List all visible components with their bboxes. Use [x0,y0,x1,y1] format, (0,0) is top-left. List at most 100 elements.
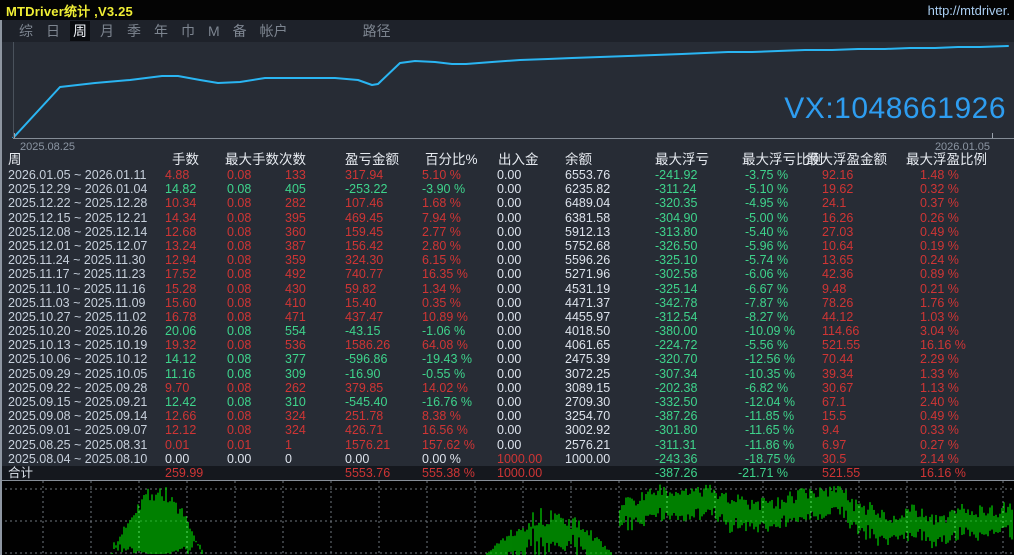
cell-balance: 6235.82 [565,182,610,196]
cell-pl: 15.40 [345,296,376,310]
cell-count: 410 [285,296,306,310]
cell-fp: 67.1 [822,395,846,409]
cell-inout: 0.00 [497,211,521,225]
col-header-fp: 最大浮盈金额 [806,152,887,168]
cell-fp: 70.44 [822,352,853,366]
cell-fppct: 2.40 % [920,395,959,409]
table-row: 2025.09.29 ~ 2025.10.0511.160.08309-16.9… [0,367,1014,381]
cell-dd: -301.80 [655,423,697,437]
table-row: 2025.09.01 ~ 2025.09.0712.120.08324426.7… [0,423,1014,437]
cell-fp: 42.36 [822,267,853,281]
cell-pct: 14.02 % [422,381,468,395]
table-row: 2025.11.03 ~ 2025.11.0915.600.0841015.40… [0,296,1014,310]
cell-fp: 13.65 [822,253,853,267]
total-cell-fp: 521.55 [822,466,860,480]
cell-fppct: 0.21 % [920,282,959,296]
cell-dd: -387.26 [655,409,697,423]
cell-inout: 0.00 [497,282,521,296]
cell-lots: 12.68 [165,225,196,239]
cell-fp: 9.4 [822,423,839,437]
cell-count: 262 [285,381,306,395]
cell-count: 133 [285,168,306,182]
cell-lots: 17.52 [165,267,196,281]
cell-period: 2025.12.22 ~ 2025.12.28 [8,196,147,210]
cell-period: 2025.12.29 ~ 2026.01.04 [8,182,147,196]
cell-inout: 0.00 [497,296,521,310]
cell-ddpct: -7.87 % [745,296,788,310]
menu-item-帐户[interactable]: 帐户 [257,21,291,41]
cell-pct: 2.80 % [422,239,461,253]
cell-dd: -202.38 [655,381,697,395]
menu-item-周[interactable]: 周 [70,21,90,41]
cell-pct: 16.56 % [422,423,468,437]
menu-item-季[interactable]: 季 [124,21,144,41]
total-cell-lots: 259.99 [165,466,203,480]
cell-balance: 2709.30 [565,395,610,409]
cell-fppct: 0.32 % [920,182,959,196]
cell-fppct: 16.16 % [920,338,966,352]
cell-maxlots: 0.08 [227,282,251,296]
cell-pl: 426.71 [345,423,383,437]
cell-lots: 14.82 [165,182,196,196]
cell-balance: 3089.15 [565,381,610,395]
cell-inout: 0.00 [497,310,521,324]
cell-pct: 16.35 % [422,267,468,281]
app-url-link[interactable]: http://mtdriver. [928,3,1010,18]
price-chart-svg [0,481,1014,555]
menu-item-备[interactable]: 备 [230,21,250,41]
cell-fp: 114.66 [822,324,859,338]
cell-dd: -224.72 [655,338,697,352]
cell-count: 0 [285,452,292,466]
cell-fppct: 1.48 % [920,168,959,182]
total-cell-pct: 555.38 % [422,466,475,480]
cell-pl: -596.86 [345,352,387,366]
menu-item-年[interactable]: 年 [151,21,171,41]
cell-dd: -332.50 [655,395,697,409]
cell-fppct: 1.76 % [920,296,959,310]
cell-pct: -0.55 % [422,367,465,381]
cell-pct: 1.34 % [422,282,461,296]
cell-fp: 521.55 [822,338,860,352]
cell-ddpct: -3.75 % [745,168,788,182]
cell-ddpct: -11.86 % [745,438,794,452]
col-header-dd: 最大浮亏 [655,152,709,168]
menu-item-综[interactable]: 综 [16,21,36,41]
cell-maxlots: 0.08 [227,253,251,267]
menu-item-日[interactable]: 日 [43,21,63,41]
menu-item-巾[interactable]: 巾 [178,21,198,41]
cell-pct: 157.62 % [422,438,475,452]
cell-inout: 0.00 [497,182,521,196]
cell-inout: 0.00 [497,395,521,409]
cell-balance: 4531.19 [565,282,610,296]
cell-maxlots: 0.08 [227,196,251,210]
col-header-pct: 百分比% [425,152,478,168]
cell-period: 2025.11.17 ~ 2025.11.23 [8,267,146,281]
cell-balance: 4018.50 [565,324,610,338]
cell-balance: 5596.26 [565,253,610,267]
cell-maxlots: 0.08 [227,267,251,281]
cell-lots: 12.94 [165,253,196,267]
cell-ddpct: -5.56 % [745,338,788,352]
cell-count: 310 [285,395,306,409]
cell-dd: -311.31 [655,438,696,452]
cell-fp: 92.16 [822,168,853,182]
cell-pct: 64.08 % [422,338,468,352]
cell-pl: 317.94 [345,168,383,182]
cell-maxlots: 0.08 [227,338,251,352]
cell-pl: -16.90 [345,367,380,381]
cell-ddpct: -5.96 % [745,239,788,253]
cell-balance: 5752.68 [565,239,610,253]
menu-item-月[interactable]: 月 [97,21,117,41]
cell-balance: 6489.04 [565,196,610,210]
cell-dd: -302.58 [655,267,697,281]
cell-inout: 0.00 [497,253,521,267]
cell-balance: 3002.92 [565,423,610,437]
menu-item-路径[interactable]: 路径 [360,21,394,41]
cell-balance: 4061.65 [565,338,610,352]
menu-item-M[interactable]: M [205,21,223,41]
cell-dd: -307.34 [655,367,697,381]
cell-ddpct: -5.74 % [745,253,788,267]
cell-inout: 0.00 [497,423,521,437]
cell-pct: -3.90 % [422,182,465,196]
cell-period: 2025.09.01 ~ 2025.09.07 [8,423,147,437]
